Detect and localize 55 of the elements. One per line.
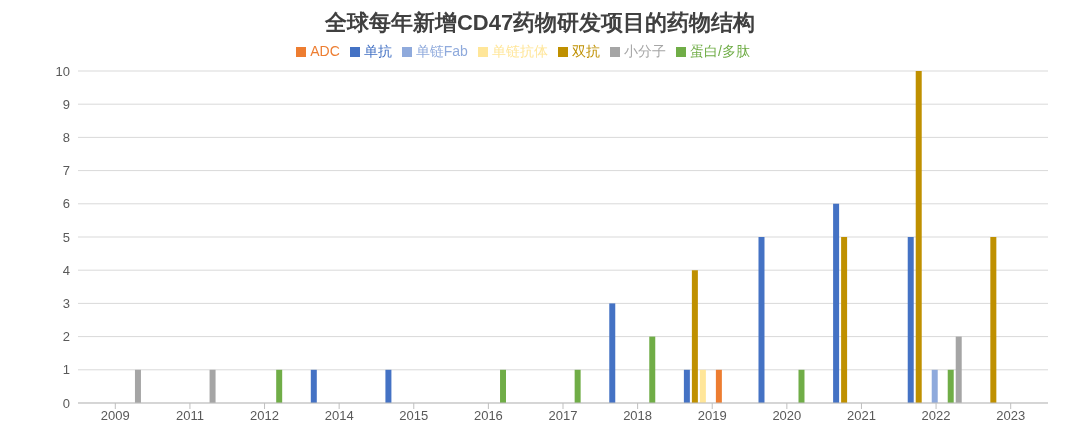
bar (385, 369, 392, 403)
x-tick-label: 2015 (399, 408, 429, 424)
bar (931, 369, 938, 403)
bar (574, 369, 581, 403)
bar (915, 71, 922, 403)
x-tick-label: 2018 (623, 408, 653, 424)
legend-label: 双抗 (571, 43, 600, 59)
y-tick-label: 6 (62, 196, 70, 212)
legend-label: 单链Fab (415, 43, 468, 59)
legend-label: 单链抗体 (491, 43, 548, 59)
legend-label: ADC (310, 43, 340, 59)
bar (715, 369, 722, 403)
x-tick-label: 2011 (175, 408, 204, 424)
bar (758, 237, 765, 403)
x-tick-label: 2017 (548, 408, 578, 424)
x-tick-label: 2016 (473, 408, 503, 424)
bar (609, 303, 616, 403)
bar (699, 369, 706, 403)
bar (691, 270, 698, 403)
bar (833, 203, 840, 403)
y-tick-label: 10 (55, 63, 70, 79)
bar (134, 369, 141, 403)
bar (649, 336, 656, 403)
bar (798, 369, 805, 403)
bar (209, 369, 216, 403)
bar (907, 237, 914, 403)
y-tick-label: 5 (62, 229, 70, 245)
bar (990, 237, 997, 403)
x-tick-label: 2022 (921, 408, 951, 424)
bar (841, 237, 848, 403)
bar (683, 369, 690, 403)
legend-label: 单抗 (363, 43, 392, 59)
x-tick-label: 2023 (996, 408, 1026, 424)
bar (947, 369, 954, 403)
x-tick-label: 2014 (324, 408, 354, 424)
bar (276, 369, 283, 403)
x-tick-label: 2020 (772, 408, 802, 424)
bar (310, 369, 317, 403)
y-tick-label: 8 (62, 130, 70, 146)
y-tick-label: 9 (62, 96, 70, 112)
y-tick-label: 7 (62, 163, 70, 179)
y-tick-label: 2 (62, 329, 70, 345)
x-tick-label: 2021 (847, 408, 876, 424)
legend-label: 小分子 (623, 43, 666, 59)
x-tick-label: 2012 (250, 408, 279, 424)
y-tick-label: 4 (62, 262, 70, 278)
bar (955, 336, 962, 403)
y-tick-label: 1 (62, 362, 70, 378)
x-tick-label: 2009 (100, 408, 130, 424)
chart-title: 全球每年新增CD47药物研发项目的药物结构 (323, 9, 757, 37)
legend-label: 蛋白/多肽 (689, 43, 750, 59)
y-tick-label: 3 (62, 296, 70, 312)
y-tick-label: 0 (62, 395, 70, 411)
bar (500, 369, 507, 403)
x-tick-label: 2019 (697, 408, 727, 424)
